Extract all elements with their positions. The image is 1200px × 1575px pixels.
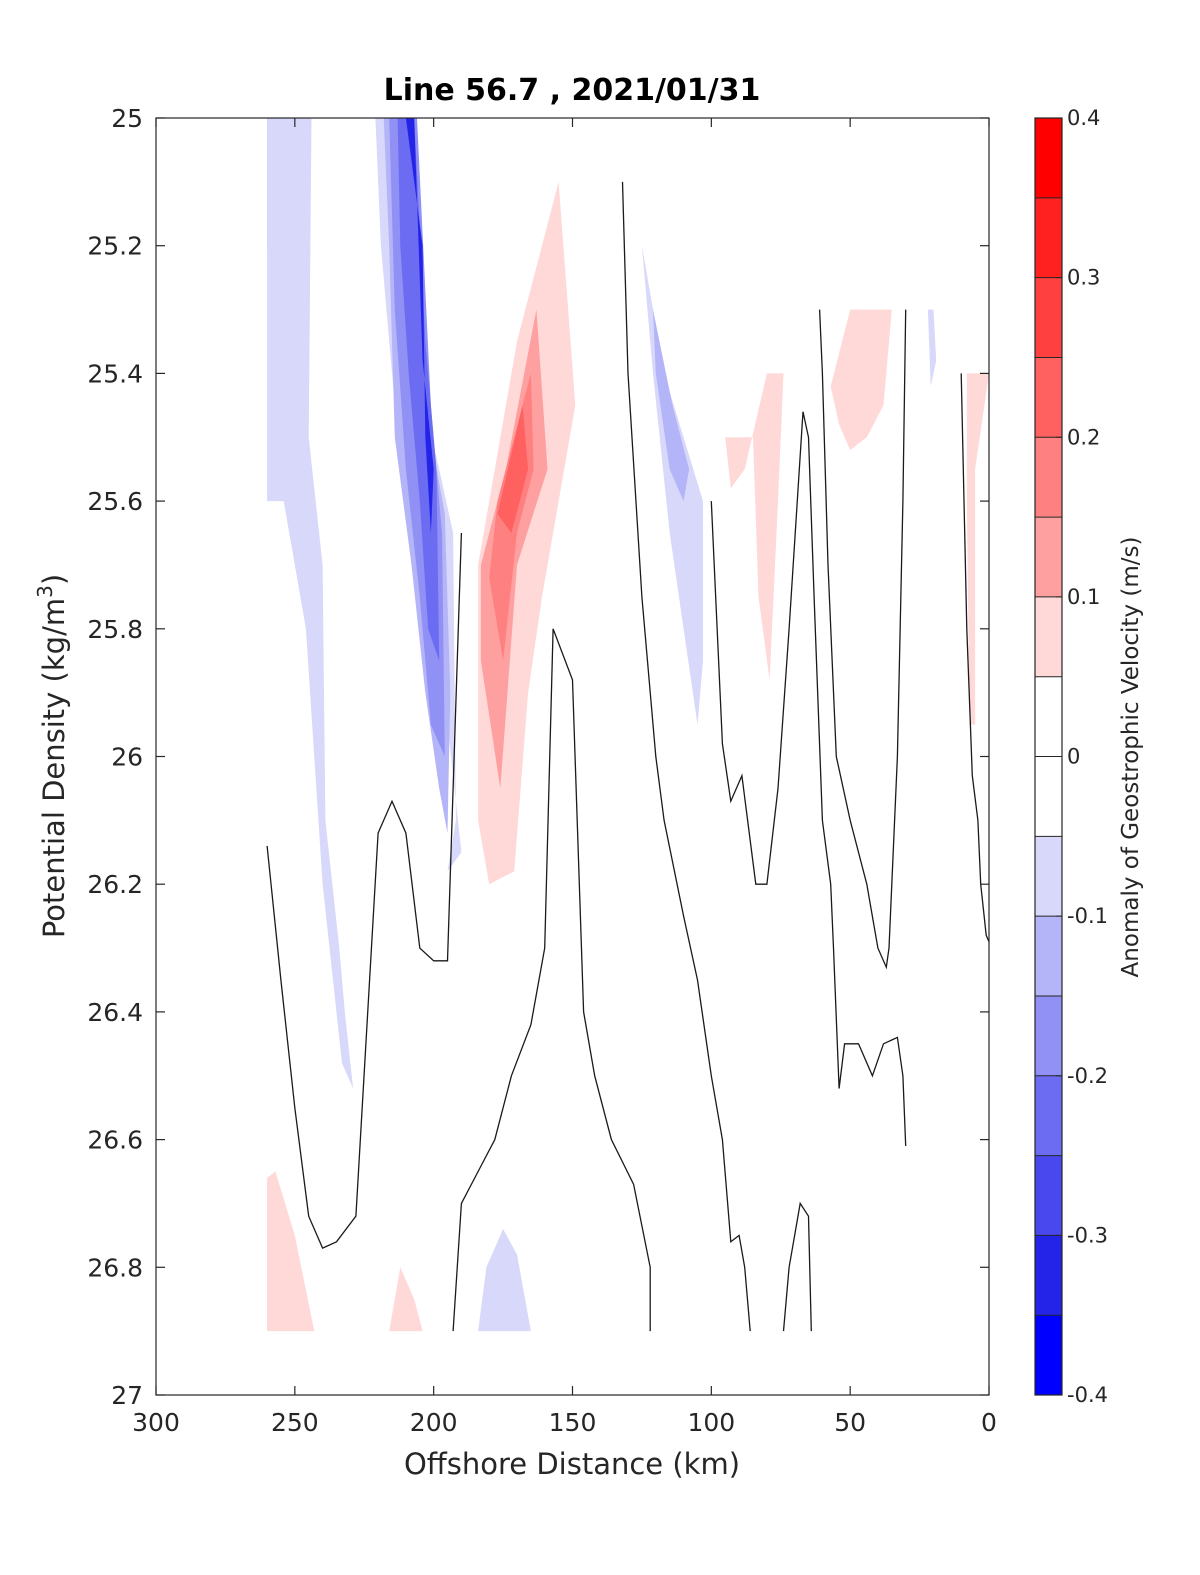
y-tick-label: 25.8	[87, 615, 143, 644]
region-pos-eddy-core	[497, 405, 529, 533]
contour-line-deep	[782, 1201, 812, 1332]
colorbar-swatch	[1035, 277, 1062, 358]
y-tick-label: 25	[111, 104, 143, 133]
colorbar-tick-label: -0.4	[1067, 1383, 1108, 1407]
region-neg-mid-core	[653, 309, 690, 502]
colorbar-swatch	[1035, 916, 1062, 996]
y-axis-label-main: Potential Density (kg/m	[37, 598, 71, 938]
y-axis-label: Potential Density (kg/m3)	[33, 574, 71, 938]
contour-line-mid	[452, 628, 651, 1332]
colorbar-swatch	[1035, 836, 1062, 917]
colorbar-swatch	[1035, 1155, 1062, 1236]
y-tick-label: 26.4	[87, 998, 143, 1027]
y-axis: 25 25.2 25.4 25.6 25.8 26 26.2 26.4 26.6 26.8 27	[87, 104, 989, 1410]
colorbar-swatch	[1035, 517, 1062, 597]
colorbar-swatch	[1035, 995, 1062, 1076]
contour-lines	[266, 181, 989, 1332]
y-tick-label: 27	[111, 1381, 143, 1410]
contour-line-west	[266, 532, 463, 1249]
colorbar-tick-label: 0.2	[1067, 425, 1100, 449]
region-neg-band-west	[267, 118, 354, 1089]
region-neg-jet-core	[405, 118, 434, 533]
region-pos-coast	[966, 373, 989, 725]
region-neg-jet-4	[397, 118, 440, 661]
colorbar-swatch	[1035, 596, 1062, 677]
contour-line-center	[621, 181, 751, 1332]
x-tick-label: 150	[549, 1408, 597, 1437]
y-tick-label: 26.2	[87, 870, 143, 899]
chart-title: Line 56.7 , 2021/01/31	[384, 73, 761, 108]
filled-contours	[267, 118, 989, 1332]
colorbar-swatch	[1035, 756, 1062, 837]
y-tick-label: 25.6	[87, 487, 143, 516]
y-axis-label-exponent: 3	[33, 585, 57, 598]
y-tick-label: 25.2	[87, 232, 143, 261]
region-pos-deep-west	[267, 1171, 315, 1332]
x-tick-label: 0	[981, 1408, 997, 1437]
y-tick-label: 26.6	[87, 1126, 143, 1155]
colorbar-label: Anomaly of Geostrophic Velocity (m/s)	[1118, 537, 1144, 978]
region-neg-small-east	[927, 309, 937, 387]
colorbar-swatch	[1035, 1075, 1062, 1156]
x-axis-label: Offshore Distance (km)	[404, 1447, 740, 1481]
colorbar-swatch	[1035, 437, 1062, 518]
colorbar-swatch	[1035, 676, 1062, 757]
x-axis: 300 250 200 150 100 50 0	[132, 118, 997, 1437]
x-tick-label: 100	[687, 1408, 735, 1437]
y-tick-label: 26.8	[87, 1253, 143, 1282]
contour-line-east-b	[818, 309, 907, 970]
contour-line-coast	[960, 373, 989, 942]
region-pos-patch-a	[725, 373, 784, 680]
x-tick-label: 50	[834, 1408, 866, 1437]
x-tick-label: 300	[132, 1408, 180, 1437]
y-axis-label-close: )	[37, 574, 71, 585]
colorbar-tick-label: -0.1	[1067, 904, 1108, 928]
colorbar-swatch	[1035, 197, 1062, 278]
y-tick-label: 25.4	[87, 359, 143, 388]
colorbar-swatch	[1035, 1235, 1062, 1316]
x-tick-label: 200	[410, 1408, 458, 1437]
colorbar-tick-label: 0	[1067, 745, 1080, 769]
colorbar-tick-label: 0.3	[1067, 266, 1100, 290]
colorbar-swatch	[1035, 1315, 1062, 1395]
x-tick-label: 250	[271, 1408, 319, 1437]
region-neg-deep	[478, 1229, 531, 1332]
y-tick-label: 26	[111, 743, 143, 772]
contour-line-east-a	[710, 411, 907, 1147]
colorbar: 0.4 0.3 0.2 0.1 0 -0.1 -0.2 -0.3 -0.4	[1034, 106, 1108, 1407]
colorbar-tick-label: 0.1	[1067, 585, 1100, 609]
colorbar-swatch	[1035, 118, 1062, 198]
region-pos-deep-mid	[389, 1267, 423, 1332]
region-pos-patch-b	[830, 309, 892, 450]
colorbar-tick-label: 0.4	[1067, 106, 1100, 130]
colorbar-tick-label: -0.2	[1067, 1064, 1108, 1088]
colorbar-swatch	[1035, 357, 1062, 438]
colorbar-tick-label: -0.3	[1067, 1223, 1108, 1247]
